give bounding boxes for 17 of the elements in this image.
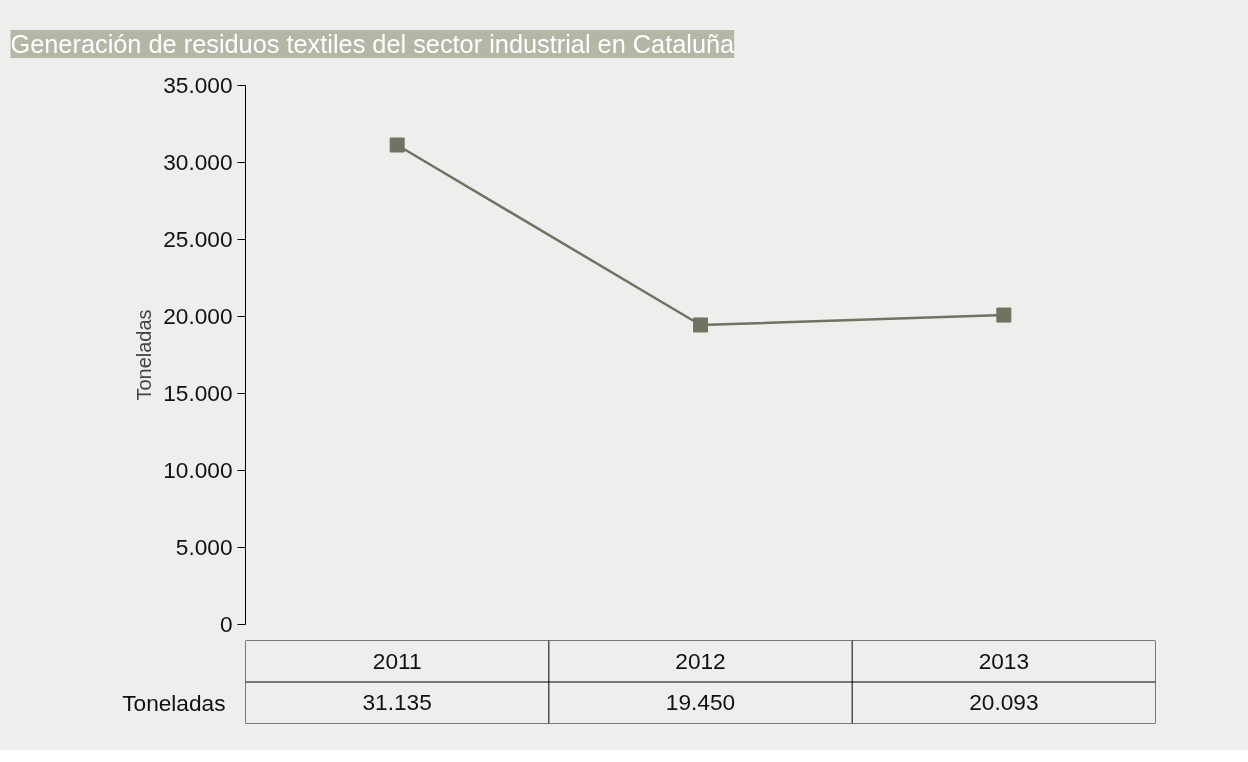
data-label: 20.093 [969,689,1039,716]
y-tick-label: 5.000 [175,534,233,560]
y-tick-label: 20.000 [163,303,233,329]
data-label: 31.135 [362,689,432,716]
x-tick-label: 2013 [978,647,1030,674]
x-tick-label: 2011 [372,647,422,674]
x-tick-label: 2012 [675,647,726,674]
chart-title: Generación de residuos textiles del sector industrial en Cataluña [10,30,736,58]
y-tick-label: 0 [219,611,233,637]
text: Toneladas [122,689,226,716]
data-label: 19.450 [665,689,736,716]
y-tick-label: 15.000 [163,380,233,406]
y-tick-label: 10.000 [163,457,233,483]
y-tick-label: 30.000 [163,149,233,175]
y-tick-label: 35.000 [163,72,233,98]
y-tick-label: 25.000 [163,226,233,252]
y-axis-title: Toneladas [133,309,156,401]
